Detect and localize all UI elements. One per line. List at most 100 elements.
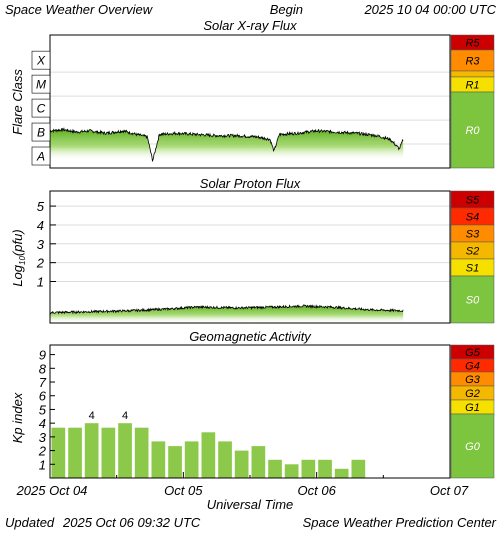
proton-scale-label: S4 xyxy=(466,212,479,224)
proton-scale-label: S2 xyxy=(466,246,479,258)
kp-bar xyxy=(184,441,199,478)
proton-flux-line xyxy=(49,304,404,315)
updated-value: 2025 Oct 06 09:32 UTC xyxy=(62,515,201,530)
kp-bar xyxy=(51,427,66,478)
xray-scale-label: R1 xyxy=(465,80,479,92)
kp-scale-label: G5 xyxy=(465,347,481,359)
kp-bar xyxy=(201,432,216,478)
kp-x-axis: 2025 Oct 04 Oct 05 Oct 06 Oct 07 xyxy=(16,472,469,498)
kp-y-tick-label: 4 xyxy=(39,416,46,431)
proton-scale-bar: S5 S4 S3 S2 S1 S0 xyxy=(450,190,495,324)
proton-y-tick-label: 1 xyxy=(37,275,44,290)
kp-x-tick-label: 2025 Oct 04 xyxy=(16,483,88,498)
xray-class-label: C xyxy=(37,102,46,116)
xray-scale-label: R5 xyxy=(465,38,480,50)
begin-value: 2025 10 04 00:00 UTC xyxy=(363,2,496,17)
prediction-center: Space Weather Prediction Center xyxy=(303,515,497,530)
kp-bar xyxy=(118,423,132,478)
xray-flux-fill xyxy=(50,128,404,161)
kp-bar xyxy=(134,427,149,478)
xray-class-label: A xyxy=(36,150,45,164)
proton-scale-label: S0 xyxy=(466,295,480,307)
xray-scale-bar: R5 R3 R1 R0 xyxy=(450,34,495,169)
proton-scale-segment xyxy=(450,275,495,324)
proton-flux-fill xyxy=(50,305,404,323)
kp-y-tick-label: 7 xyxy=(39,375,47,390)
kp-bar xyxy=(84,423,99,478)
kp-y-tick-label: 8 xyxy=(39,361,47,376)
proton-plot-area xyxy=(49,205,450,323)
kp-x-tick-label: Oct 05 xyxy=(164,483,203,498)
kp-x-tick-label: Oct 06 xyxy=(298,483,337,498)
begin-label: Begin xyxy=(270,2,303,17)
kp-scale-label: G3 xyxy=(465,374,481,386)
kp-bar-label: 4 xyxy=(89,410,95,422)
kp-x-tick-label: Oct 07 xyxy=(430,483,469,498)
updated-label: Updated xyxy=(5,515,55,530)
kp-bar-label: 4 xyxy=(122,410,128,422)
xray-class-label: B xyxy=(37,126,45,140)
xray-class-box xyxy=(31,50,51,70)
proton-y-tick-label: 5 xyxy=(37,199,45,214)
kp-ylabel: Kp index xyxy=(10,392,25,443)
xray-ylabel: Flare Class xyxy=(10,69,25,135)
kp-y-tick-label: 9 xyxy=(39,348,46,363)
kp-title: Geomagnetic Activity xyxy=(189,329,312,344)
proton-y-axis: 1 2 3 4 5 xyxy=(36,199,56,290)
kp-bar xyxy=(218,441,232,478)
xray-class-box xyxy=(31,146,51,166)
proton-frame xyxy=(49,190,451,324)
xray-plot-area xyxy=(49,71,450,163)
proton-ylabel: Log10(pfu) xyxy=(10,229,27,286)
kp-bar xyxy=(251,446,266,478)
proton-y-tick-label: 2 xyxy=(36,256,45,271)
kp-bar xyxy=(268,459,282,478)
kp-bar xyxy=(168,446,182,478)
kp-scale-label: G4 xyxy=(465,361,480,373)
xray-scale-label: R0 xyxy=(465,125,480,137)
kp-y-tick-label: 5 xyxy=(39,402,47,417)
xray-class-label: X xyxy=(36,54,46,68)
xray-class-box xyxy=(31,74,51,94)
xray-class-box xyxy=(31,98,51,118)
kp-scale-label: G1 xyxy=(465,402,480,414)
xray-class-label: M xyxy=(36,78,46,92)
proton-y-tick-label: 4 xyxy=(37,218,44,233)
xray-scale-label: R3 xyxy=(465,56,480,68)
kp-scale-segment xyxy=(450,413,495,479)
xray-scale-segment xyxy=(450,70,495,78)
kp-bar xyxy=(101,427,116,478)
proton-scale-label: S1 xyxy=(466,263,479,275)
kp-scale-label: G0 xyxy=(465,441,481,453)
kp-bar xyxy=(68,427,82,478)
kp-bar xyxy=(318,459,332,478)
xray-class-box xyxy=(31,122,51,142)
proton-title: Solar Proton Flux xyxy=(200,176,301,191)
proton-y-tick-label: 3 xyxy=(37,237,45,252)
kp-bar xyxy=(334,468,349,478)
kp-bar xyxy=(351,459,366,478)
overview-title: Space Weather Overview xyxy=(5,2,154,17)
proton-scale-label: S5 xyxy=(466,195,480,207)
kp-scale-label: G2 xyxy=(465,388,480,400)
kp-bar xyxy=(234,450,249,478)
kp-y-tick-label: 3 xyxy=(39,430,47,445)
xray-flux-line xyxy=(49,127,404,163)
kp-bar xyxy=(301,459,316,478)
kp-xlabel: Universal Time xyxy=(207,497,294,512)
kp-y-tick-label: 1 xyxy=(39,457,46,472)
kp-bar xyxy=(151,441,166,478)
kp-y-tick-label: 2 xyxy=(38,444,47,459)
kp-y-tick-label: 6 xyxy=(39,389,47,404)
xray-scale-segment xyxy=(450,91,495,169)
proton-scale-label: S3 xyxy=(466,229,480,241)
xray-title: Solar X-ray Flux xyxy=(203,18,297,33)
